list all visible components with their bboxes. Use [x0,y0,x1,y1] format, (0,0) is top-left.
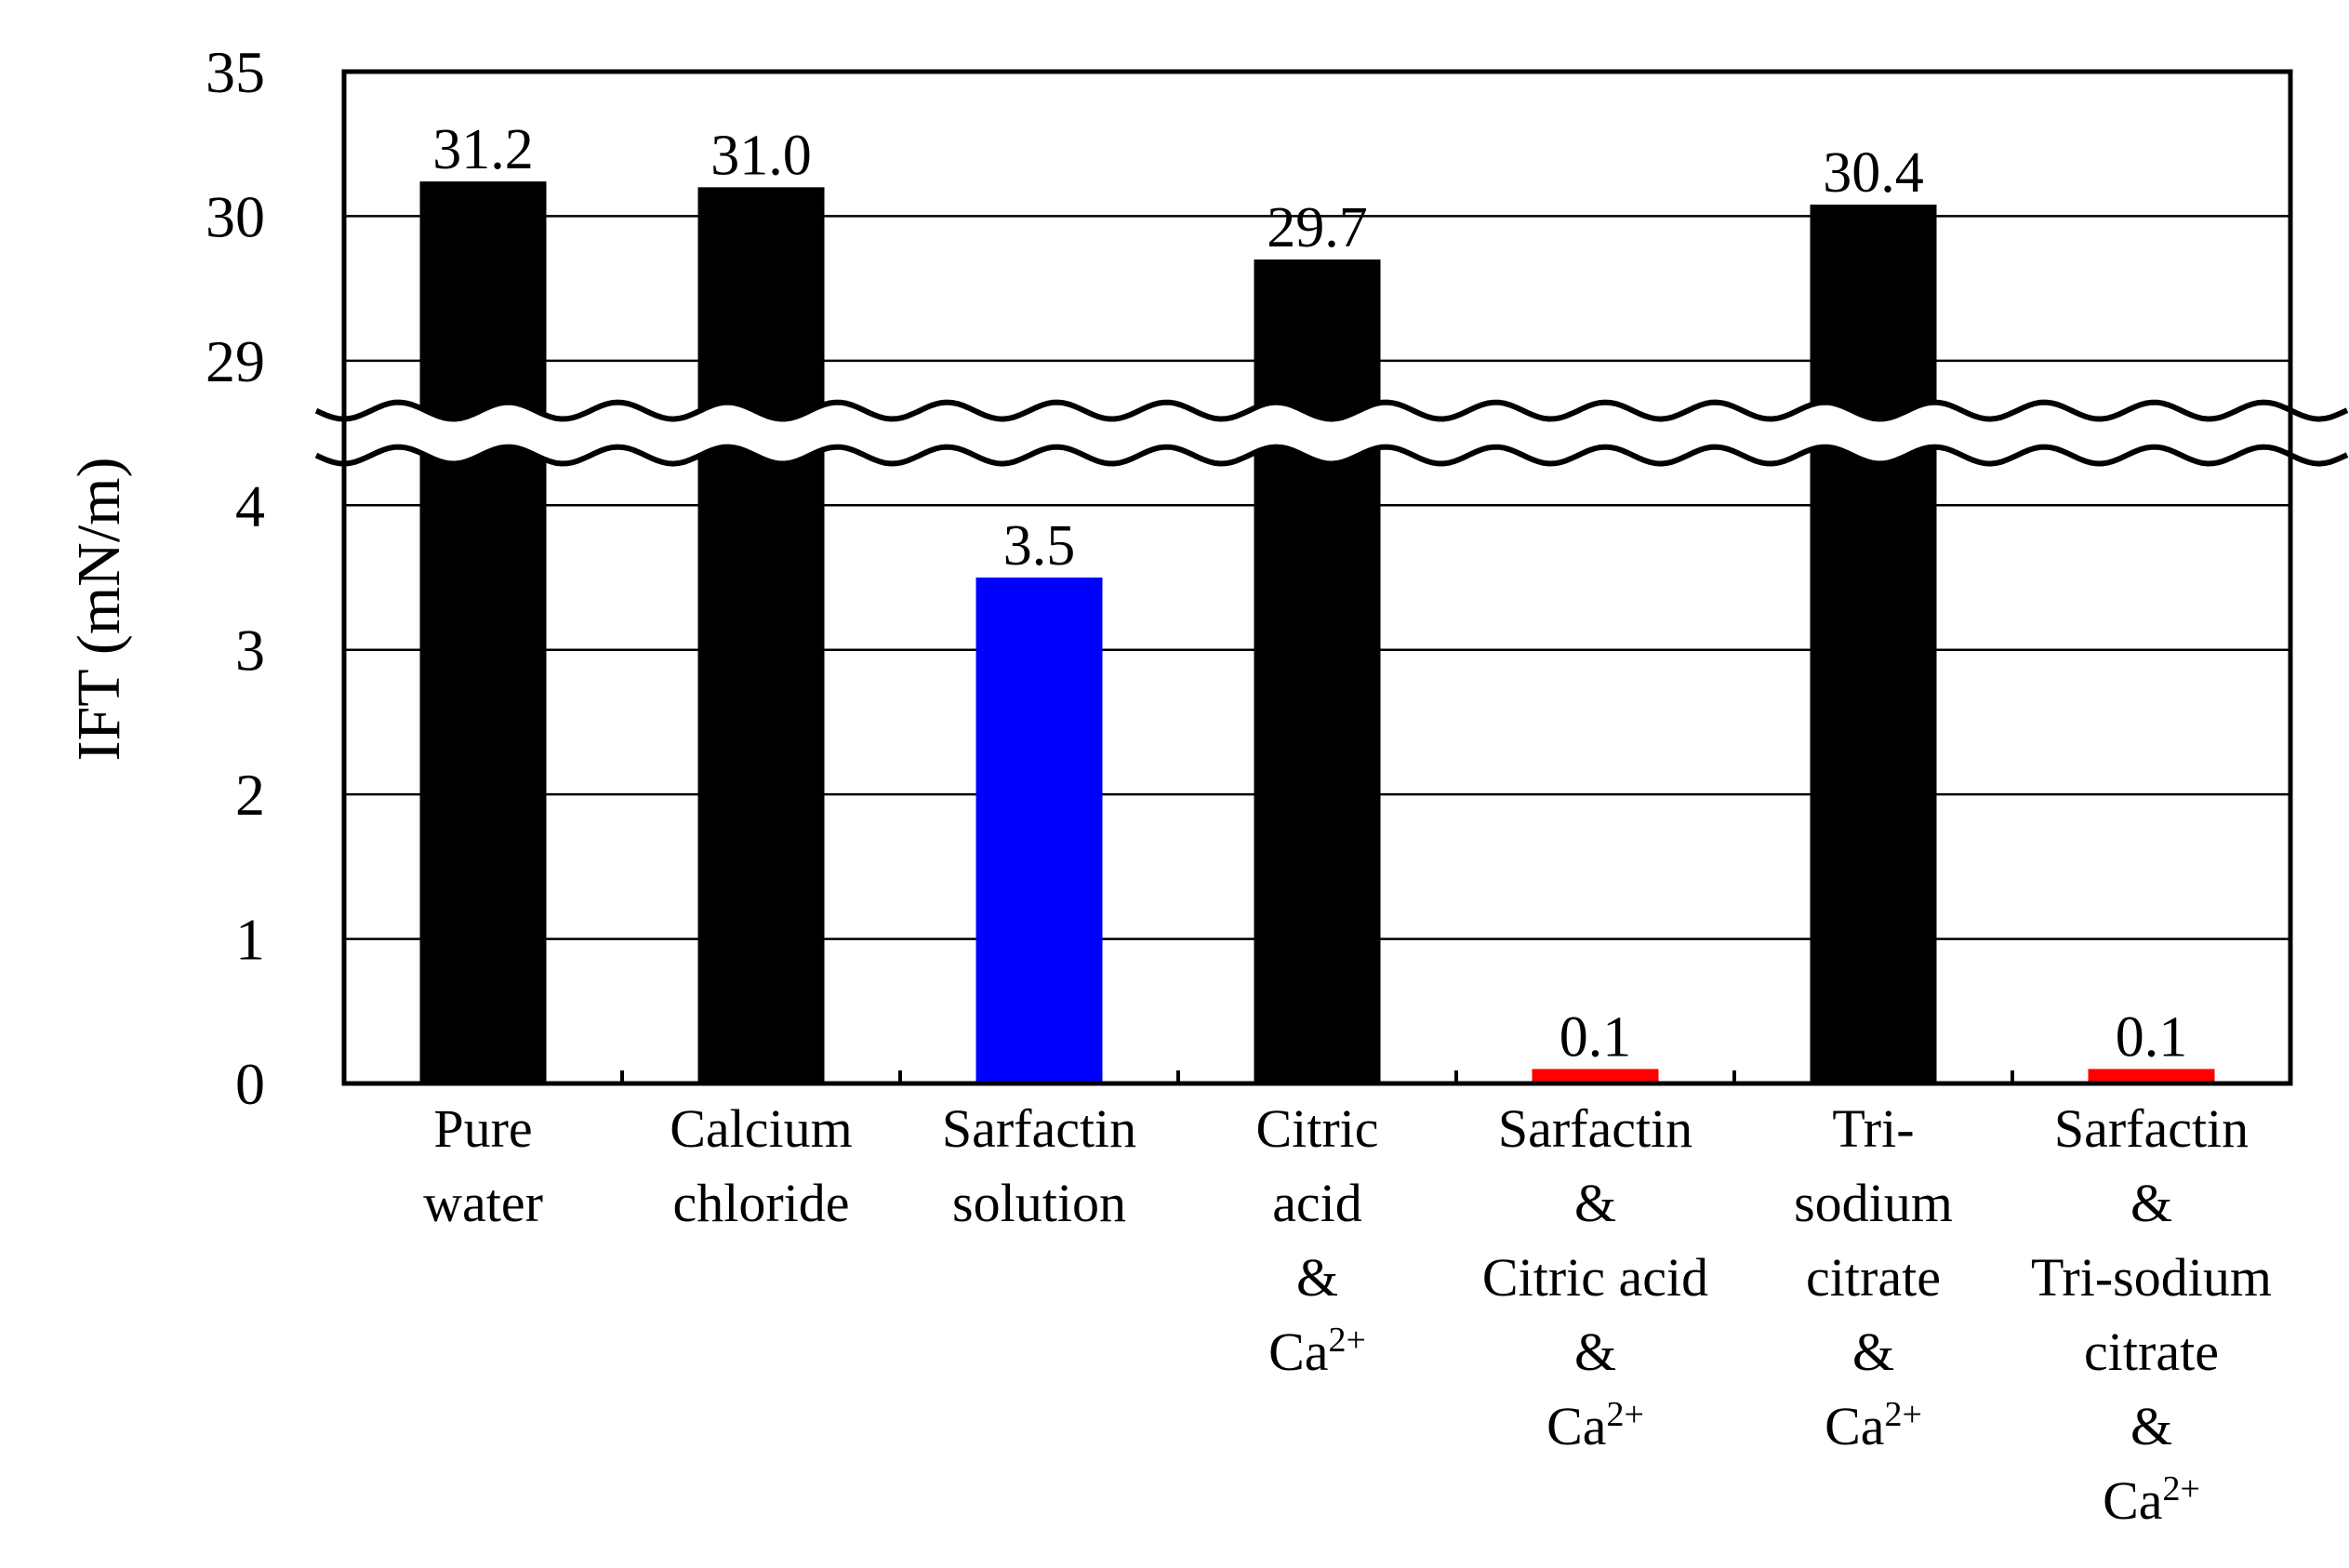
y-tick-label: 0 [235,1051,265,1117]
data-label: 31.0 [710,124,812,187]
category-label: Ca2+ [1546,1395,1644,1456]
category-label: & [1574,1173,1616,1233]
axis-break-line-upper [314,399,2349,422]
bar [1810,204,1937,1084]
category-label: Citric acid [1482,1247,1708,1308]
category-label: chloride [672,1173,849,1233]
plot-frame [341,69,2293,1086]
category-label: & [1296,1247,1338,1308]
data-label: 31.2 [432,118,534,181]
data-label: 30.4 [1823,141,1924,205]
y-tick-label: 29 [206,328,265,394]
y-tick-label: 3 [235,618,265,684]
y-tick-labels: 0 1 2 3 4 29 30 35 [206,39,265,1117]
category-label: & [1574,1322,1616,1382]
data-label: 3.5 [1003,514,1076,578]
x-tick-marks [620,1070,2014,1083]
y-tick-label: 2 [235,762,265,828]
category-label: Sarfactin [2054,1098,2249,1159]
category-label: acid [1272,1173,1362,1233]
category-label: Ca2+ [1825,1395,1922,1456]
bar [2088,1069,2215,1083]
category-label: & [2130,1396,2172,1456]
category-label: solution [952,1173,1126,1233]
axis-break [314,399,2349,467]
data-labels: 31.2 31.0 3.5 29.7 0.1 30.4 0.1 [432,118,2187,1069]
data-label: 0.1 [1559,1005,1632,1069]
category-labels: Pure water Calcium chloride Sarfactin solutio… [423,1098,2272,1531]
category-label: Ca2+ [2103,1469,2200,1531]
category-label: Tri-sodium [2031,1247,2272,1308]
category-label: citrate [1806,1247,1941,1308]
y-tick-label: 30 [206,183,265,249]
category-label: Pure [433,1098,532,1159]
data-label: 29.7 [1267,196,1368,259]
bar [1532,1069,1659,1083]
axis-break-line-lower [314,444,2349,467]
y-axis-title: IFT (mN/m) [65,458,133,762]
y-tick-label: 1 [235,907,265,973]
bar [697,187,825,1084]
category-label: citrate [2084,1322,2219,1382]
y-tick-label: 35 [206,39,265,105]
bar [1254,259,1381,1083]
category-label: & [2130,1173,2172,1233]
category-label: & [1852,1322,1894,1382]
category-label: Tri- [1832,1098,1914,1159]
category-label: sodium [1794,1173,1953,1233]
category-label: Sarfactin [1498,1098,1692,1159]
category-label: Sarfactin [942,1098,1136,1159]
category-label: Calcium [670,1098,853,1159]
bar [975,578,1103,1083]
bars [419,181,2215,1084]
category-label: Ca2+ [1268,1321,1366,1382]
y-tick-label: 4 [235,472,265,538]
data-label: 0.1 [2116,1005,2188,1069]
bar [419,181,547,1083]
category-label: Citric [1255,1098,1378,1159]
category-label: water [423,1173,543,1233]
